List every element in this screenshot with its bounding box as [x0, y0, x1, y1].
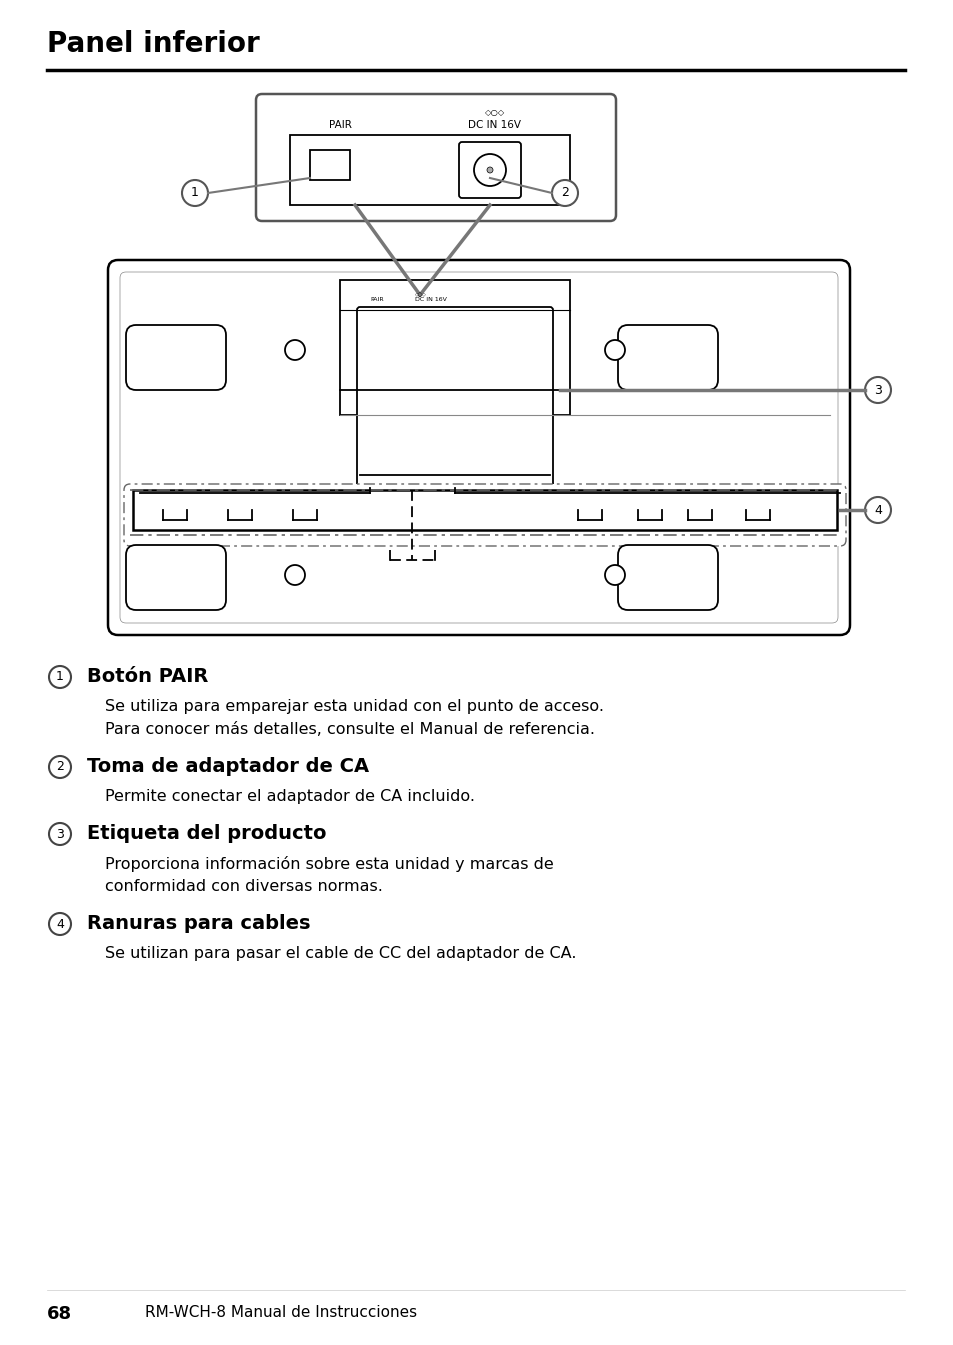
Bar	[290, 134, 569, 204]
Text: 2: 2	[560, 187, 568, 199]
FancyBboxPatch shape	[618, 545, 718, 611]
Circle shape	[604, 565, 624, 585]
FancyBboxPatch shape	[126, 325, 226, 390]
Text: conformidad con diversas normas.: conformidad con diversas normas.	[105, 880, 382, 894]
Text: Etiqueta del producto: Etiqueta del producto	[87, 824, 326, 843]
Text: 4: 4	[56, 917, 64, 931]
Circle shape	[474, 153, 505, 186]
Circle shape	[486, 167, 493, 174]
Circle shape	[49, 666, 71, 689]
Circle shape	[182, 180, 208, 206]
FancyBboxPatch shape	[126, 545, 226, 611]
FancyBboxPatch shape	[618, 325, 718, 390]
Text: PAIR: PAIR	[370, 297, 383, 303]
Circle shape	[285, 565, 305, 585]
FancyBboxPatch shape	[458, 143, 520, 198]
Text: 4: 4	[873, 503, 881, 516]
Circle shape	[49, 913, 71, 935]
Text: ◇○◇: ◇○◇	[415, 292, 426, 297]
Text: 1: 1	[56, 671, 64, 683]
Circle shape	[552, 180, 578, 206]
Bar	[339, 280, 569, 416]
Bar	[132, 490, 836, 530]
FancyBboxPatch shape	[356, 307, 553, 494]
Text: Para conocer más detalles, consulte el Manual de referencia.: Para conocer más detalles, consulte el M…	[105, 722, 595, 737]
Text: RM-WCH-8 Manual de Instrucciones: RM-WCH-8 Manual de Instrucciones	[145, 1305, 416, 1319]
Circle shape	[604, 340, 624, 360]
Text: Se utiliza para emparejar esta unidad con el punto de acceso.: Se utiliza para emparejar esta unidad co…	[105, 699, 603, 714]
Text: 3: 3	[56, 827, 64, 841]
Circle shape	[49, 823, 71, 845]
FancyBboxPatch shape	[124, 484, 845, 546]
FancyBboxPatch shape	[108, 260, 849, 635]
Text: 3: 3	[873, 383, 881, 397]
Circle shape	[864, 498, 890, 523]
Text: DC IN 16V: DC IN 16V	[468, 120, 521, 130]
Text: 68: 68	[47, 1305, 72, 1323]
Text: Botón PAIR: Botón PAIR	[87, 667, 208, 686]
Text: 2: 2	[56, 760, 64, 773]
Text: Se utilizan para pasar el cable de CC del adaptador de CA.: Se utilizan para pasar el cable de CC de…	[105, 946, 576, 960]
Text: 1: 1	[191, 187, 199, 199]
Text: ◇○◇: ◇○◇	[484, 108, 504, 117]
Text: Toma de adaptador de CA: Toma de adaptador de CA	[87, 757, 369, 776]
Text: PAIR: PAIR	[328, 120, 351, 130]
Bar	[310, 151, 350, 180]
Text: Permite conectar el adaptador de CA incluido.: Permite conectar el adaptador de CA incl…	[105, 790, 475, 804]
Text: Panel inferior: Panel inferior	[47, 30, 259, 58]
Circle shape	[864, 377, 890, 404]
Circle shape	[49, 756, 71, 777]
FancyBboxPatch shape	[255, 94, 616, 221]
Circle shape	[285, 340, 305, 360]
Text: DC IN 16V: DC IN 16V	[415, 297, 446, 303]
Text: Proporciona información sobre esta unidad y marcas de: Proporciona información sobre esta unida…	[105, 855, 553, 872]
Text: Ranuras para cables: Ranuras para cables	[87, 915, 310, 933]
